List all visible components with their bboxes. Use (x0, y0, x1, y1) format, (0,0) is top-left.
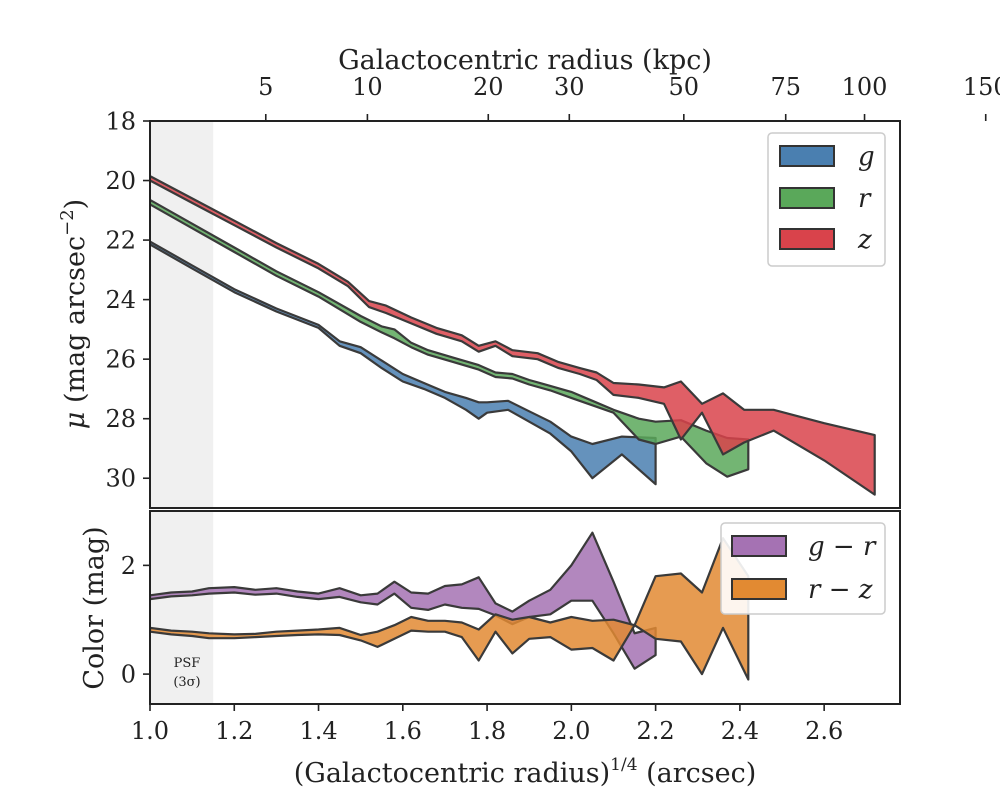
x-tick-label: 1.6 (384, 717, 422, 745)
legend-label-r: r (858, 184, 872, 214)
y-tick-label: 20 (105, 167, 136, 195)
band-g-r (150, 531, 657, 670)
x-tick-label: 1.0 (131, 717, 169, 745)
y-tick-label: 28 (105, 405, 136, 433)
x-tick-label: 1.8 (468, 717, 506, 745)
top-axis-label: Galactocentric radius (kpc) (338, 45, 712, 76)
color-plot-frame (149, 510, 901, 705)
psf-annotation-line2: (3σ) (173, 675, 200, 690)
top-tick-label: 50 (669, 73, 700, 101)
x-tick-label: 2.6 (805, 717, 843, 745)
y-tick-label: 24 (105, 286, 136, 314)
band-r (150, 198, 750, 478)
legend-label-z: z (857, 225, 872, 255)
y-axis-label-color: Color (mag) (79, 526, 110, 689)
x-tick-label: 2.4 (721, 717, 759, 745)
legend-main: g r z (767, 132, 886, 267)
top-tick-label: 100 (842, 73, 888, 101)
color-y-tick-label: 2 (121, 552, 136, 580)
legend-swatch-z (779, 228, 835, 250)
legend-color: g − r r − z (720, 522, 886, 615)
color-y-tick-label: 0 (121, 661, 136, 689)
x-axis-label: (Galactocentric radius)1/4 (arcsec) (294, 755, 757, 789)
top-tick-label: 10 (352, 73, 383, 101)
band-g (150, 240, 657, 486)
y-tick-label: 30 (105, 465, 136, 493)
y-tick-label: 18 (105, 108, 136, 136)
legend-swatch-g (779, 145, 835, 167)
x-tick-label: 2.2 (637, 717, 675, 745)
psf-shaded-region (150, 121, 214, 508)
y-tick-label: 22 (105, 227, 136, 255)
legend-label-g-r: g − r (808, 532, 877, 562)
legend-swatch-r (779, 187, 835, 209)
psf-shaded-region-color (150, 511, 214, 704)
band-r-z (150, 537, 750, 681)
color-panel: 0 2 1.0 1.2 1.4 1.6 1.8 2.0 2.2 2.4 2.6 Color (ma… (79, 510, 901, 789)
legend-label-g: g (858, 142, 875, 172)
y-tick-label: 26 (105, 346, 136, 374)
legend-label-r-z: r − z (808, 575, 873, 605)
top-tick-label: 20 (473, 73, 504, 101)
psf-annotation-line1: PSF (174, 656, 201, 671)
y-axis-label-main: μ (mag arcsec−2) (57, 199, 91, 429)
main-plot-frame (149, 120, 901, 509)
band-z (150, 175, 876, 496)
legend-swatch-r-z (731, 578, 787, 600)
top-tick-label: 150 (963, 73, 1000, 101)
x-tick-label: 2.0 (552, 717, 590, 745)
top-tick-label: 30 (554, 73, 585, 101)
top-tick-label: 5 (258, 73, 273, 101)
x-tick-label: 1.2 (215, 717, 253, 745)
top-tick-label: 75 (770, 73, 801, 101)
legend-swatch-g-r (731, 535, 787, 557)
x-tick-label: 1.4 (299, 717, 337, 745)
